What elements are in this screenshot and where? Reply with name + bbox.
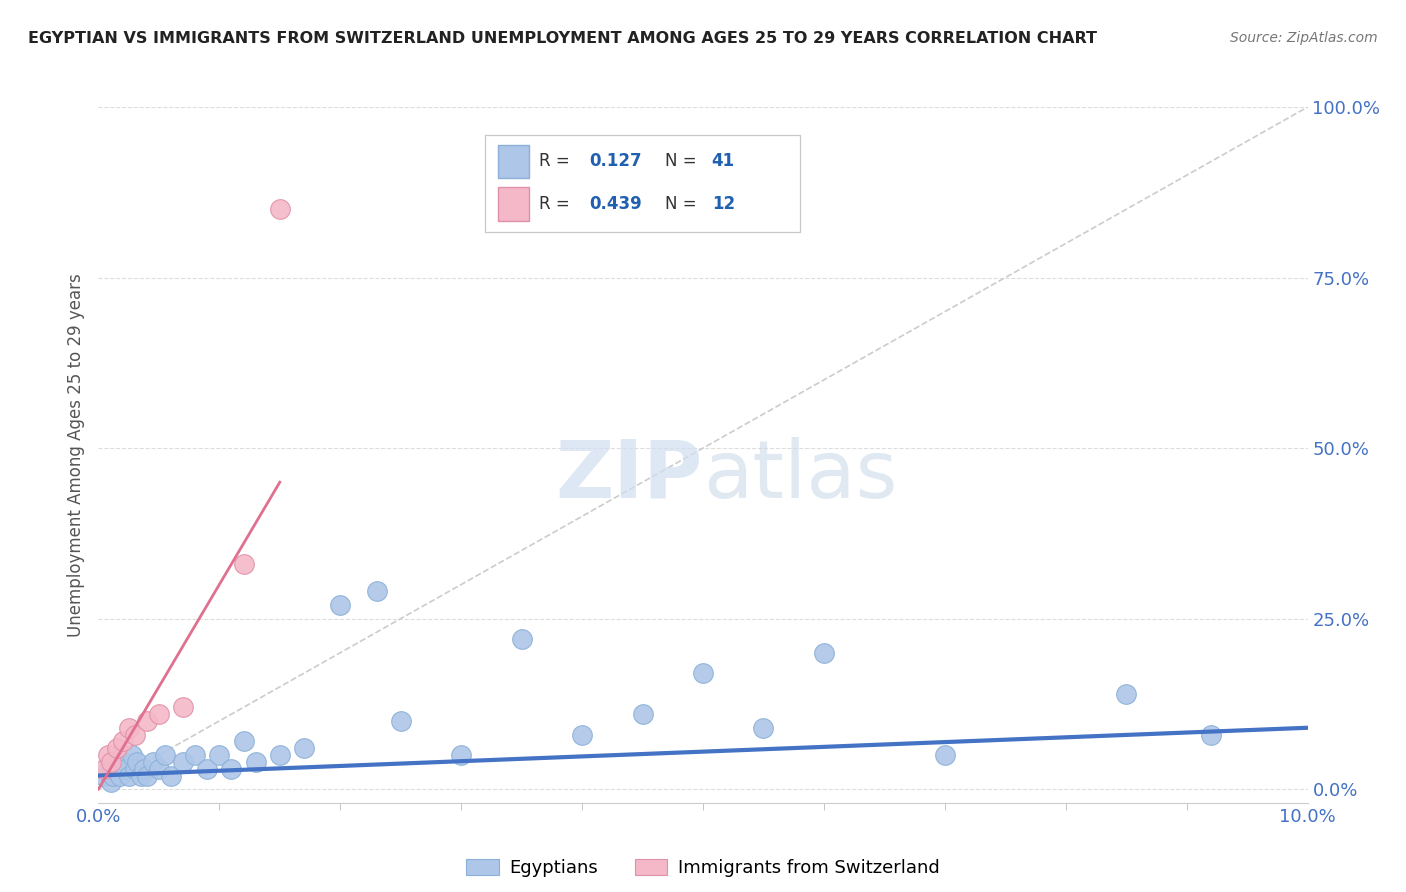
Y-axis label: Unemployment Among Ages 25 to 29 years: Unemployment Among Ages 25 to 29 years <box>66 273 84 637</box>
Point <box>114 762 136 776</box>
Point <box>221 762 243 776</box>
Point <box>232 734 254 748</box>
Point <box>105 762 128 776</box>
Point <box>232 557 254 571</box>
Point <box>97 747 120 762</box>
Point <box>121 747 143 762</box>
Point <box>329 598 352 612</box>
Point <box>93 768 115 782</box>
Point <box>1199 728 1222 742</box>
Point <box>135 768 157 782</box>
Point <box>135 714 157 728</box>
Point <box>148 762 170 776</box>
Point <box>105 741 128 756</box>
Point <box>245 755 267 769</box>
Point <box>93 762 115 776</box>
Point <box>195 762 218 776</box>
Point <box>752 721 775 735</box>
Point <box>389 714 412 728</box>
Point <box>100 775 122 789</box>
Point <box>111 755 134 769</box>
Point <box>1115 687 1137 701</box>
Point <box>124 728 146 742</box>
Text: ZIP: ZIP <box>555 437 703 515</box>
Point <box>118 721 141 735</box>
Point <box>172 755 194 769</box>
Point <box>813 646 835 660</box>
Point <box>148 707 170 722</box>
Point <box>631 707 654 722</box>
Point <box>292 741 315 756</box>
Point <box>100 755 122 769</box>
Text: EGYPTIAN VS IMMIGRANTS FROM SWITZERLAND UNEMPLOYMENT AMONG AGES 25 TO 29 YEARS C: EGYPTIAN VS IMMIGRANTS FROM SWITZERLAND … <box>28 31 1097 46</box>
Point <box>571 728 593 742</box>
Point <box>124 762 146 776</box>
Point <box>134 762 156 776</box>
Point <box>129 768 152 782</box>
Point <box>160 768 183 782</box>
Legend: Egyptians, Immigrants from Switzerland: Egyptians, Immigrants from Switzerland <box>460 852 946 884</box>
Point <box>172 700 194 714</box>
Point <box>101 768 124 782</box>
Text: atlas: atlas <box>703 437 897 515</box>
Point <box>450 747 472 762</box>
Point <box>510 632 533 646</box>
Point <box>934 747 956 762</box>
Point <box>142 755 165 769</box>
Point <box>111 734 134 748</box>
Point <box>127 755 149 769</box>
Point <box>269 202 291 217</box>
Point <box>184 747 207 762</box>
Point <box>118 768 141 782</box>
Point <box>208 747 231 762</box>
Point <box>692 666 714 681</box>
Point <box>269 747 291 762</box>
Text: Source: ZipAtlas.com: Source: ZipAtlas.com <box>1230 31 1378 45</box>
Point <box>97 762 120 776</box>
Point <box>366 584 388 599</box>
Point <box>108 768 131 782</box>
Point <box>153 747 176 762</box>
